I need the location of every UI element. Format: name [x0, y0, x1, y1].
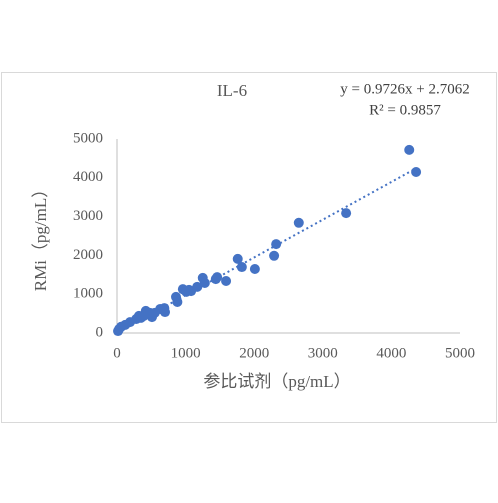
data-point — [249, 263, 260, 274]
data-point — [232, 253, 243, 264]
x-tick-label: 5000 — [445, 345, 475, 361]
data-point — [293, 217, 304, 228]
data-point — [341, 208, 352, 219]
y-tick-label: 3000 — [73, 208, 103, 224]
x-tick-label: 0 — [113, 345, 121, 361]
y-tick-label: 2000 — [73, 247, 103, 263]
data-point — [199, 277, 210, 288]
data-point — [114, 324, 125, 335]
x-tick-label: 4000 — [376, 345, 406, 361]
data-point — [221, 276, 232, 287]
data-point — [184, 284, 195, 295]
data-point — [172, 296, 183, 307]
y-tick-label: 5000 — [73, 130, 103, 146]
data-point — [149, 307, 160, 318]
data-point — [133, 310, 144, 321]
data-point — [160, 307, 171, 318]
data-point — [269, 250, 280, 261]
data-point — [212, 272, 223, 283]
y-axis-label: RMi（pg/mL） — [31, 181, 50, 292]
data-point — [236, 262, 247, 273]
x-axis-label: 参比试剂（pg/mL） — [203, 372, 350, 391]
y-tick-label: 0 — [96, 324, 104, 340]
chart-frame — [1, 72, 497, 423]
y-tick-label: 4000 — [73, 169, 103, 185]
chart-title: IL-6 — [217, 81, 247, 100]
data-point — [411, 166, 422, 177]
x-tick-label: 3000 — [308, 345, 338, 361]
x-tick-label: 1000 — [171, 345, 201, 361]
trend-equation: y = 0.9726x + 2.7062 — [340, 81, 469, 97]
data-point — [271, 239, 282, 250]
y-tick-label: 1000 — [73, 286, 103, 302]
trend-r-squared: R² = 0.9857 — [369, 102, 441, 118]
data-point — [404, 144, 415, 155]
x-tick-label: 2000 — [239, 345, 269, 361]
